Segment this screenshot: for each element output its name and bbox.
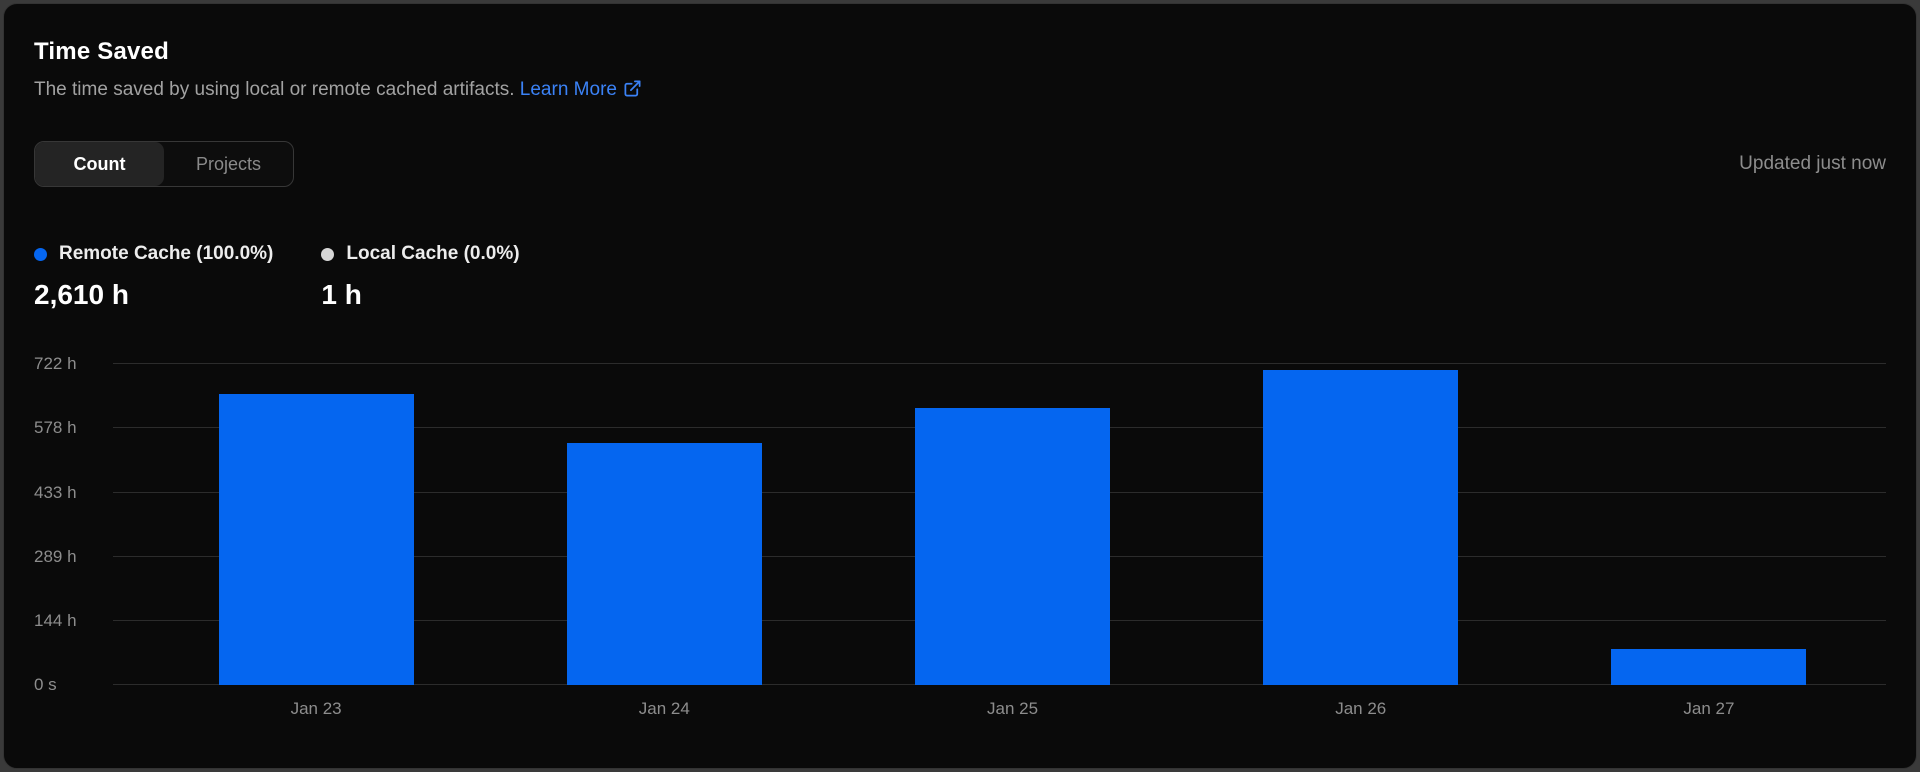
local-cache-value: 1 h — [321, 279, 362, 310]
controls-row: Count Projects Updated just now — [34, 141, 1886, 187]
remote-cache-value: 2,610 h — [34, 279, 129, 310]
learn-more-link[interactable]: Learn More — [519, 79, 617, 100]
local-cache-dot-icon — [321, 247, 335, 261]
bar[interactable] — [218, 393, 414, 685]
legend-item-local-cache: Local Cache (0.0%) 1 h — [321, 243, 520, 311]
x-axis-tick-label: Jan 26 — [1335, 699, 1387, 718]
bar-series — [142, 364, 1883, 685]
x-axis-tick-label: Jan 23 — [290, 699, 342, 718]
bar[interactable] — [1611, 649, 1807, 685]
legend-label: Local Cache (0.0%) — [346, 243, 520, 264]
legend-label: Remote Cache (100.0%) — [59, 243, 274, 264]
y-axis: 0 s 144 h 289 h 433 h 578 h 722 h — [34, 354, 113, 694]
bar[interactable] — [566, 443, 762, 685]
x-axis-tick-label: Jan 24 — [638, 699, 690, 718]
x-axis-tick-label: Jan 27 — [1683, 699, 1735, 718]
bar[interactable] — [915, 408, 1110, 685]
y-axis-tick-label: 578 h — [34, 418, 77, 438]
y-axis-tick-label: 433 h — [34, 482, 77, 502]
view-toggle: Count Projects — [34, 141, 294, 187]
y-axis-tick-label: 0 s — [34, 675, 57, 694]
subtitle-text: The time saved by using local or remote … — [34, 79, 515, 100]
y-axis-tick-label: 144 h — [34, 610, 77, 630]
chart-legend: Remote Cache (100.0%) 2,610 h Local Cach… — [34, 243, 1886, 311]
x-axis: Jan 23 Jan 24 Jan 25 Jan 26 Jan 27 — [142, 699, 1883, 719]
card-subtitle: The time saved by using local or remote … — [34, 78, 1886, 105]
tab-projects[interactable]: Projects — [164, 142, 293, 186]
y-axis-tick-label: 289 h — [34, 546, 77, 566]
tab-count[interactable]: Count — [35, 142, 164, 186]
updated-status: Updated just now — [1739, 153, 1886, 174]
plot-area — [113, 363, 1886, 685]
time-saved-bar-chart: 0 s 144 h 289 h 433 h 578 h 722 h Jan 23 Jan … — [34, 354, 1886, 719]
x-axis-tick-label: Jan 25 — [986, 699, 1039, 718]
time-saved-card: Time Saved The time saved by using local… — [3, 3, 1917, 769]
y-axis-tick-label: 722 h — [34, 354, 77, 373]
page-title: Time Saved — [34, 38, 169, 65]
remote-cache-dot-icon — [34, 247, 47, 261]
gridline — [113, 363, 1886, 364]
legend-item-remote-cache: Remote Cache (100.0%) 2,610 h — [34, 243, 273, 311]
bar[interactable] — [1263, 370, 1459, 685]
external-link-icon — [623, 79, 642, 105]
